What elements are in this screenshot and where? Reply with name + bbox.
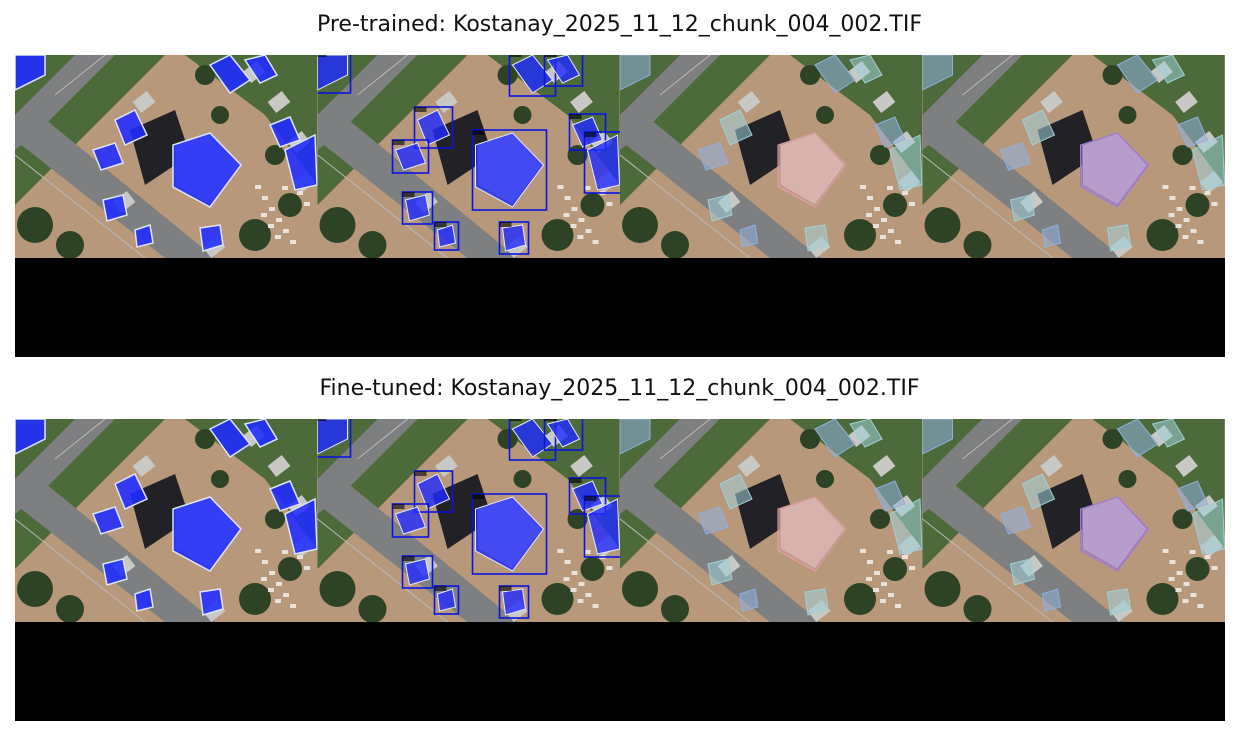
figure-title-finetuned: Fine-tuned: Kostanay_2025_11_12_chunk_00… bbox=[319, 376, 920, 401]
prediction-mask-panel bbox=[15, 419, 318, 622]
prediction-overlay-panel bbox=[922, 419, 1225, 622]
prediction-mask-panel bbox=[15, 55, 318, 258]
figure-title-pretrained: Pre-trained: Kostanay_2025_11_12_chunk_0… bbox=[316, 12, 923, 37]
prediction-boxes-panel bbox=[317, 419, 620, 622]
prediction-boxes-panel bbox=[317, 55, 620, 258]
ground-truth-overlay-panel bbox=[620, 55, 923, 258]
finetuned-image-strip bbox=[15, 419, 1225, 622]
finetuned-figure bbox=[15, 419, 1225, 721]
pretrained-figure bbox=[15, 55, 1225, 357]
prediction-overlay-panel bbox=[922, 55, 1225, 258]
pretrained-image-strip bbox=[15, 55, 1225, 258]
image-strip-svg bbox=[15, 419, 1225, 622]
ground-truth-overlay-panel bbox=[620, 419, 923, 622]
image-strip-svg bbox=[15, 55, 1225, 258]
